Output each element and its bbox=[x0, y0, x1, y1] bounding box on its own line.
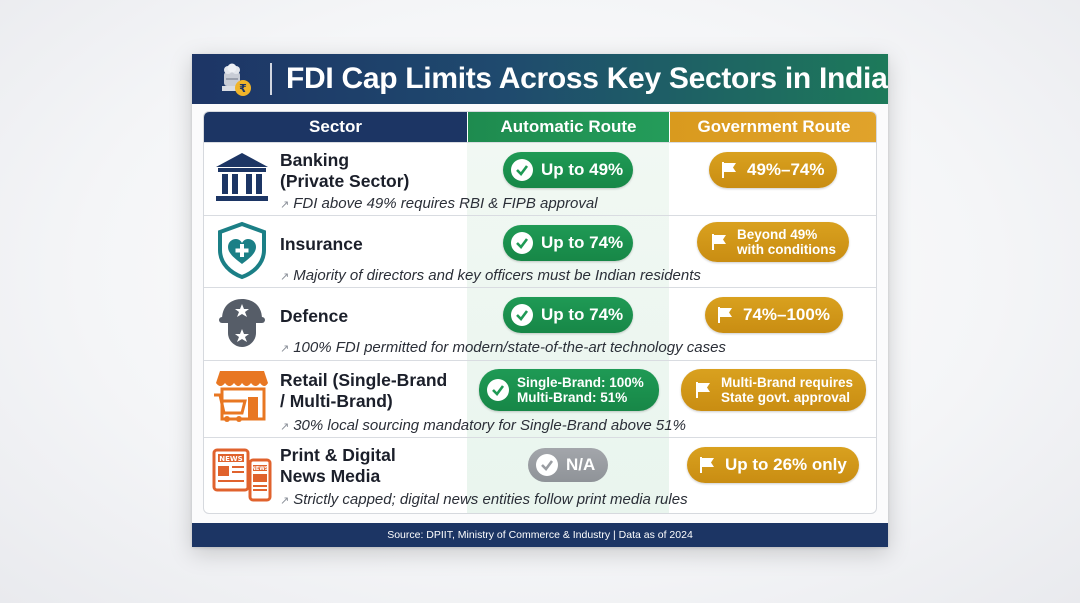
row-note: ↗ 30% local sourcing mandatory for Single… bbox=[280, 417, 686, 434]
title-banner: ₹ FDI Cap Limits Across Key Sectors in I… bbox=[192, 54, 888, 104]
government-route-value: Multi-Brand requires State govt. approva… bbox=[721, 375, 853, 405]
fdi-table: Sector Automatic Route Government Route … bbox=[203, 111, 877, 514]
automatic-route-line1: Single-Brand: 100% bbox=[517, 375, 644, 390]
automatic-route-value: Up to 74% bbox=[541, 305, 624, 324]
sector-name: Defence bbox=[280, 306, 349, 326]
sector-name: Retail (Single-Brand / Multi-Brand) bbox=[280, 370, 447, 412]
government-route-line2: with conditions bbox=[737, 242, 836, 257]
automatic-route-badge: Single-Brand: 100% Multi-Brand: 51% bbox=[479, 369, 659, 411]
check-icon bbox=[487, 379, 509, 401]
government-route-badge: 49%–74% bbox=[709, 152, 837, 188]
automatic-route-value: N/A bbox=[566, 455, 596, 474]
government-route-value: Up to 26% only bbox=[725, 455, 847, 474]
government-route-line1: Beyond 49% bbox=[737, 227, 818, 242]
title-divider bbox=[270, 63, 272, 95]
row-note: ↗ Strictly capped; digital news entities … bbox=[280, 491, 688, 508]
government-route-value: 49%–74% bbox=[747, 160, 825, 179]
flag-icon bbox=[709, 232, 729, 252]
row-note: ↗ Majority of directors and key officers … bbox=[280, 267, 701, 284]
automatic-route-badge: Up to 74% bbox=[503, 297, 633, 333]
automatic-route-value: Up to 49% bbox=[541, 160, 624, 179]
column-header-sector: Sector bbox=[204, 112, 467, 142]
flag-icon bbox=[715, 305, 735, 325]
government-route-value: Beyond 49% with conditions bbox=[737, 227, 836, 257]
sector-name-line1: Print & Digital bbox=[280, 445, 396, 465]
check-icon bbox=[536, 454, 558, 476]
sector-name-line2: / Multi-Brand) bbox=[280, 391, 393, 411]
sector-name-line1: Banking bbox=[280, 150, 350, 170]
svg-text:₹: ₹ bbox=[239, 82, 247, 95]
row-note-text: Strictly capped; digital news entities f… bbox=[293, 491, 688, 508]
flag-icon bbox=[693, 380, 713, 400]
row-note-text: FDI above 49% requires RBI & FIPB approv… bbox=[293, 195, 598, 212]
row-note-text: Majority of directors and key officers m… bbox=[293, 267, 701, 284]
government-route-line1: Multi-Brand requires bbox=[721, 375, 854, 390]
arrow-icon: ↗ bbox=[280, 421, 290, 433]
infographic-card: ₹ FDI Cap Limits Across Key Sectors in I… bbox=[192, 54, 888, 547]
sector-name: Banking (Private Sector) bbox=[280, 150, 409, 192]
government-route-value: 74%–100% bbox=[743, 305, 830, 324]
sector-name-line1: Retail (Single-Brand bbox=[280, 370, 448, 390]
table-row-retail: Retail (Single-Brand / Multi-Brand) Sing… bbox=[204, 360, 876, 437]
source-footer: Source: DPIIT, Ministry of Commerce & In… bbox=[192, 523, 888, 547]
sector-name: Print & Digital News Media bbox=[280, 445, 396, 487]
row-note: ↗ 100% FDI permitted for modern/state-of-… bbox=[280, 339, 726, 356]
government-route-line2: State govt. approval bbox=[721, 390, 851, 405]
table-row-defence: Defence Up to 74% 74%–100% ↗ 100% FDI per… bbox=[204, 287, 876, 360]
flag-icon bbox=[697, 455, 717, 475]
automatic-route-value: Single-Brand: 100% Multi-Brand: 51% bbox=[517, 375, 644, 405]
sector-name-line2: News Media bbox=[280, 466, 381, 486]
automatic-route-line2: Multi-Brand: 51% bbox=[517, 390, 628, 405]
check-icon bbox=[511, 304, 533, 326]
automatic-route-badge: N/A bbox=[528, 448, 608, 482]
page-title: FDI Cap Limits Across Key Sectors in Ind… bbox=[286, 62, 888, 95]
sector-name: Insurance bbox=[280, 234, 363, 254]
shield-plus-icon bbox=[212, 220, 272, 280]
column-header-automatic: Automatic Route bbox=[467, 112, 669, 142]
government-route-badge: Up to 26% only bbox=[687, 447, 859, 483]
row-note-text: 100% FDI permitted for modern/state-of-t… bbox=[293, 339, 726, 356]
newspaper-phone-icon: NEWS NEWS bbox=[212, 446, 272, 506]
government-route-badge: Multi-Brand requires State govt. approva… bbox=[681, 369, 866, 411]
bank-building-icon bbox=[212, 149, 272, 209]
arrow-icon: ↗ bbox=[280, 343, 290, 355]
ashoka-emblem-rupee-icon: ₹ bbox=[216, 60, 254, 98]
flag-icon bbox=[719, 160, 739, 180]
soldier-helmet-icon bbox=[212, 293, 272, 353]
sector-name-line2: (Private Sector) bbox=[280, 171, 410, 191]
storefront-cart-icon bbox=[212, 367, 272, 427]
check-icon bbox=[511, 159, 533, 181]
table-row-news-media: NEWS NEWS Print & Digital News Media bbox=[204, 437, 876, 513]
automatic-route-badge: Up to 49% bbox=[503, 152, 633, 188]
government-route-badge: Beyond 49% with conditions bbox=[697, 222, 849, 262]
automatic-route-value: Up to 74% bbox=[541, 233, 624, 252]
column-header-government: Government Route bbox=[669, 112, 876, 142]
table-row-insurance: Insurance Up to 74% Beyond 49% with cond… bbox=[204, 215, 876, 287]
svg-text:NEWS: NEWS bbox=[252, 466, 269, 472]
table-row-banking: Banking (Private Sector) Up to 49% 49%–7… bbox=[204, 142, 876, 215]
check-icon bbox=[511, 232, 533, 254]
government-route-badge: 74%–100% bbox=[705, 297, 843, 333]
automatic-route-badge: Up to 74% bbox=[503, 225, 633, 261]
row-note-text: 30% local sourcing mandatory for Single-… bbox=[293, 417, 686, 434]
row-note: ↗ FDI above 49% requires RBI & FIPB appro… bbox=[280, 195, 598, 212]
arrow-icon: ↗ bbox=[280, 199, 290, 211]
svg-text:NEWS: NEWS bbox=[219, 455, 242, 463]
arrow-icon: ↗ bbox=[280, 271, 290, 283]
arrow-icon: ↗ bbox=[280, 495, 290, 507]
